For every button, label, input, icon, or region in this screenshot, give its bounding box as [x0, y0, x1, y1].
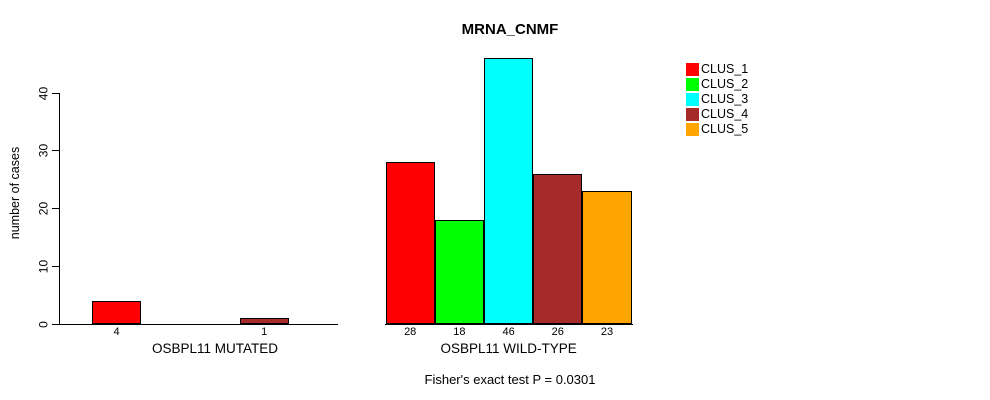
bar-clus_3 [484, 58, 534, 324]
bar-value-label: 26 [551, 326, 564, 338]
y-tick [52, 208, 59, 209]
group-label: OSBPL11 WILD-TYPE [440, 341, 577, 356]
bar-clus_1 [385, 162, 435, 324]
bar-value-label: 18 [453, 326, 466, 338]
bar-value-label: 28 [404, 326, 417, 338]
x-axis-line [385, 324, 633, 325]
bar-value-label: 46 [502, 326, 515, 338]
bar-clus_4 [533, 173, 583, 324]
legend-swatch-clus_2 [686, 78, 699, 91]
bar-value-label: 4 [113, 326, 120, 338]
legend-label: CLUS_1 [701, 62, 749, 76]
bar-clus_1 [92, 300, 142, 324]
bar-value-label: 23 [600, 326, 614, 338]
group-label: OSBPL11 MUTATED [151, 341, 279, 356]
legend-swatch-clus_4 [686, 108, 699, 121]
y-axis-line [59, 93, 60, 325]
bar-clus_4 [239, 318, 289, 324]
legend-label: CLUS_3 [701, 92, 749, 106]
fisher-test-note: Fisher's exact test P = 0.0301 [424, 372, 596, 387]
legend-label: CLUS_2 [701, 77, 749, 91]
chart-title: MRNA_CNMF [461, 21, 559, 38]
y-tick [52, 92, 59, 94]
legend-swatch-clus_1 [686, 63, 699, 76]
bar-clus_2 [434, 220, 484, 324]
y-tick [52, 323, 59, 325]
bar-value-label: 1 [261, 326, 268, 338]
legend-label: CLUS_5 [701, 122, 749, 136]
y-tick [52, 265, 59, 267]
x-axis-line [59, 324, 338, 325]
legend-swatch-clus_5 [686, 123, 699, 136]
legend-label: CLUS_4 [701, 107, 749, 121]
y-tick [52, 150, 59, 152]
legend-swatch-clus_3 [686, 93, 699, 106]
bar-clus_5 [582, 191, 632, 324]
